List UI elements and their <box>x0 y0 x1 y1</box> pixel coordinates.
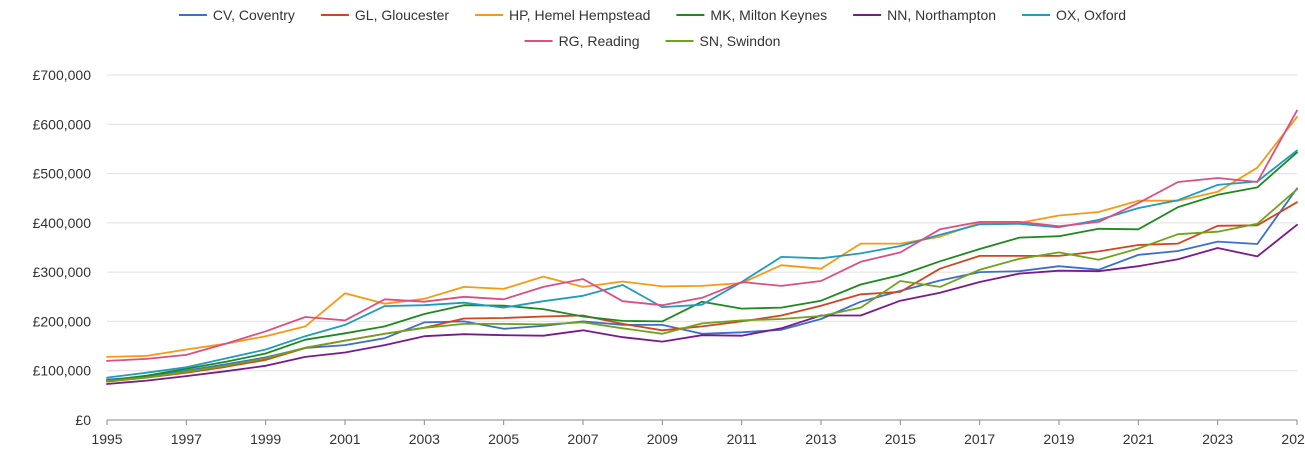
series-line-ox <box>106 149 1298 379</box>
x-tick-label: 2023 <box>1202 431 1233 447</box>
chart-legend: CV, Coventry GL, Gloucester HP, Hemel Hemp… <box>178 7 1126 49</box>
x-tick-label: 1999 <box>250 431 281 447</box>
chart-series <box>106 109 1298 385</box>
x-tick-label: 2005 <box>488 431 519 447</box>
x-axis-ticks: 1995 1997 1999 2001 2003 2005 2007 2009 2011 2013… <box>91 420 1305 447</box>
legend-label: GL, Gloucester <box>355 7 449 23</box>
x-tick-label: 2019 <box>1043 431 1074 447</box>
x-tick-label: 1997 <box>171 431 202 447</box>
y-tick-label: £300,000 <box>33 264 92 280</box>
series-line-sn <box>106 188 1298 383</box>
legend-item: CV, Coventry <box>178 7 295 23</box>
x-tick-label: 2003 <box>409 431 440 447</box>
legend-item: HP, Hemel Hempstead <box>475 7 650 23</box>
y-tick-label: £100,000 <box>33 363 92 379</box>
y-axis-tick-labels: £0 £100,000 £200,000 £300,000 £400,000 £500,0… <box>33 67 92 428</box>
y-tick-label: £200,000 <box>33 313 92 329</box>
legend-label: SN, Swindon <box>700 33 781 49</box>
series-line-hp <box>106 116 1298 358</box>
x-tick-label: 1995 <box>91 431 122 447</box>
legend-label: CV, Coventry <box>213 7 295 23</box>
y-tick-label: £500,000 <box>33 166 92 182</box>
legend-item: OX, Oxford <box>1022 7 1126 23</box>
x-tick-label: 2017 <box>964 431 995 447</box>
x-tick-label: 2025 <box>1281 431 1305 447</box>
x-tick-label: 2021 <box>1123 431 1154 447</box>
x-tick-label: 2013 <box>805 431 836 447</box>
legend-label: MK, Milton Keynes <box>710 7 827 23</box>
y-tick-label: £600,000 <box>33 116 92 132</box>
legend-label: HP, Hemel Hempstead <box>509 7 650 23</box>
series-line-nn <box>106 223 1298 385</box>
legend-label: OX, Oxford <box>1056 7 1126 23</box>
x-tick-label: 2011 <box>727 431 757 447</box>
series-line-cv <box>106 187 1298 381</box>
legend-item: SN, Swindon <box>665 33 781 49</box>
x-tick-label: 2009 <box>647 431 678 447</box>
x-tick-label: 2001 <box>329 431 360 447</box>
legend-label: RG, Reading <box>559 33 640 49</box>
y-tick-label: £700,000 <box>33 67 92 83</box>
series-line-rg <box>106 109 1298 362</box>
legend-label: NN, Northampton <box>887 7 996 23</box>
series-line-mk <box>106 151 1298 382</box>
legend-item: MK, Milton Keynes <box>676 7 827 23</box>
y-tick-label: £400,000 <box>33 215 92 231</box>
chart-gridlines <box>107 74 1297 421</box>
legend-item: GL, Gloucester <box>320 7 449 23</box>
legend-item: NN, Northampton <box>853 7 996 23</box>
y-tick-label: £0 <box>75 412 91 428</box>
x-tick-label: 2007 <box>567 431 598 447</box>
legend-item: RG, Reading <box>524 33 640 49</box>
x-tick-label: 2015 <box>885 431 916 447</box>
